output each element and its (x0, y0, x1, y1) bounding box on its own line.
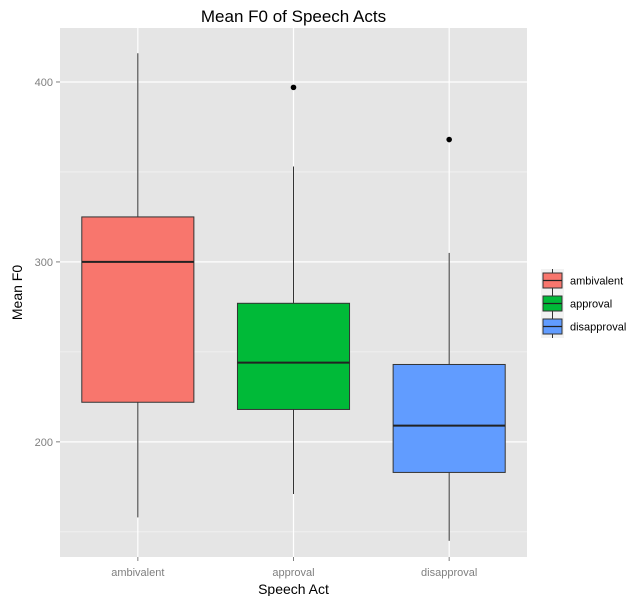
y-tick-label: 400 (35, 77, 53, 89)
box-iqr (81, 216, 195, 403)
x-axis: ambivalent approval disapproval (111, 557, 477, 579)
outlier-point (290, 84, 297, 91)
legend-label: disapproval (570, 322, 626, 334)
box-iqr (236, 302, 351, 410)
legend-item-ambivalent: ambivalent (541, 269, 623, 292)
y-axis: 200 300 400 (35, 77, 60, 449)
y-tick-label: 200 (35, 437, 53, 449)
legend-item-approval: approval (541, 292, 612, 315)
x-axis-title: Speech Act (258, 581, 329, 596)
outlier-point (446, 136, 452, 143)
legend-item-disapproval: disapproval (541, 315, 626, 338)
legend-label: approval (570, 299, 612, 311)
x-tick-label: disapproval (421, 567, 477, 579)
legend: ambivalent approval disapproval (541, 269, 626, 338)
chart-title: Mean F0 of Speech Acts (201, 7, 386, 26)
x-tick-label: approval (272, 567, 314, 579)
box-disapproval (392, 136, 506, 541)
box-approval (236, 84, 351, 495)
y-tick-label: 300 (35, 257, 53, 269)
boxes (81, 53, 506, 541)
box-iqr (392, 363, 506, 473)
x-tick-label: ambivalent (111, 567, 164, 579)
box-ambivalent (81, 53, 195, 518)
legend-label: ambivalent (570, 276, 623, 288)
y-axis-title: Mean F0 (9, 265, 25, 320)
